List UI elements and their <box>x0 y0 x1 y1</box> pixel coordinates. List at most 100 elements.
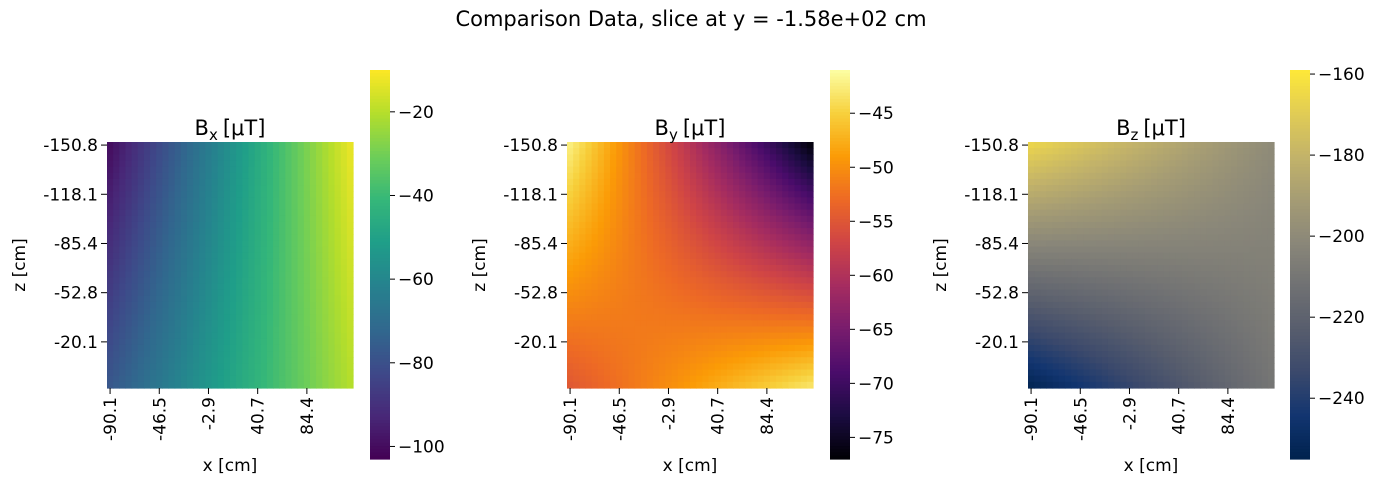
heatmap-cell <box>1120 265 1127 272</box>
heatmap-cell <box>273 351 280 358</box>
heatmap-cell <box>254 295 262 303</box>
heatmap-cell <box>782 215 789 223</box>
heatmap-cell <box>788 301 796 309</box>
heatmap-cell <box>794 277 802 285</box>
colorbar-segment <box>830 202 850 207</box>
heatmap-cell <box>236 221 243 229</box>
heatmap-cell <box>1267 148 1275 155</box>
heatmap-cell <box>137 357 145 364</box>
heatmap-cell <box>714 301 722 309</box>
heatmap-cell <box>205 265 213 272</box>
heatmap-cell <box>1071 209 1078 217</box>
heatmap-cell <box>1151 178 1158 186</box>
heatmap-cell <box>726 234 734 241</box>
heatmap-cell <box>1089 326 1097 334</box>
heatmap-cell <box>720 301 728 309</box>
heatmap-cell <box>193 369 200 377</box>
heatmap-cell <box>1255 221 1263 229</box>
heatmap-cell <box>291 240 299 248</box>
heatmap-cell <box>763 332 771 340</box>
heatmap-cell <box>316 271 323 278</box>
heatmap-cell <box>597 185 605 192</box>
heatmap-cell <box>714 369 722 377</box>
heatmap-cell <box>763 357 771 364</box>
heatmap-cell <box>720 215 728 223</box>
heatmap-cell <box>316 203 323 211</box>
heatmap-cell <box>156 234 163 241</box>
heatmap-cell <box>597 252 605 260</box>
heatmap-cell <box>1169 344 1177 352</box>
heatmap-cell <box>1255 215 1263 223</box>
heatmap-cell <box>653 289 660 297</box>
heatmap-cell <box>733 203 740 211</box>
heatmap-cell <box>603 320 611 328</box>
heatmap-cell <box>168 191 176 198</box>
heatmap-cell <box>1046 271 1054 278</box>
heatmap-cell <box>567 166 574 174</box>
heatmap-cell <box>1034 295 1041 303</box>
heatmap-cell <box>665 221 673 229</box>
heatmap-cell <box>1200 301 1207 309</box>
heatmap-cell <box>260 166 268 174</box>
heatmap-cell <box>769 166 777 174</box>
heatmap-cell <box>1046 191 1054 198</box>
heatmap-cell <box>137 191 145 198</box>
heatmap-cell <box>303 234 311 241</box>
heatmap-cell <box>610 344 617 352</box>
heatmap-cell <box>1169 277 1177 285</box>
heatmap-cell <box>199 215 206 223</box>
heatmap-cell <box>806 246 814 254</box>
heatmap-cell <box>616 320 623 328</box>
heatmap-cell <box>591 351 599 358</box>
heatmap-cell <box>236 381 243 389</box>
heatmap-cell <box>162 178 170 186</box>
heatmap-cell <box>1120 295 1127 303</box>
heatmap-cell <box>205 221 213 229</box>
heatmap-cell <box>1126 326 1134 334</box>
heatmap-cell <box>279 363 286 371</box>
colorbar-segment <box>830 293 850 298</box>
heatmap-cell <box>1261 252 1269 260</box>
heatmap-cell <box>1034 363 1041 371</box>
heatmap-cell <box>1218 301 1226 309</box>
heatmap-cell <box>125 172 133 180</box>
heatmap-cell <box>107 178 114 186</box>
heatmap-cell <box>1187 277 1195 285</box>
heatmap-cell <box>1187 221 1195 229</box>
heatmap-cell <box>1058 252 1066 260</box>
heatmap-cell <box>1132 320 1140 328</box>
heatmap-cell <box>1034 172 1041 180</box>
colorbar-segment <box>370 76 390 81</box>
colorbar-segment <box>370 442 390 447</box>
heatmap-cell <box>776 185 783 192</box>
y-axis-label: z [cm] <box>470 238 490 292</box>
heatmap-cell <box>776 320 783 328</box>
heatmap-cell <box>131 314 139 321</box>
heatmap-cell <box>346 314 354 321</box>
heatmap-cell <box>1175 357 1183 364</box>
heatmap-cell <box>591 320 599 328</box>
heatmap-cell <box>1224 314 1232 321</box>
heatmap-cell <box>143 240 151 248</box>
heatmap-cell <box>610 166 617 174</box>
heatmap-cell <box>806 301 814 309</box>
heatmap-cell <box>788 178 796 186</box>
heatmap-cell <box>782 252 789 260</box>
heatmap-cell <box>622 265 630 272</box>
heatmap-cell <box>248 185 256 192</box>
heatmap-cell <box>1089 221 1097 229</box>
heatmap-cell <box>1181 258 1189 266</box>
heatmap-cell <box>696 351 703 358</box>
heatmap-cell <box>653 142 660 149</box>
heatmap-cell <box>646 203 654 211</box>
heatmap-cell <box>567 320 574 328</box>
heatmap-cell <box>1089 289 1097 297</box>
heatmap-cell <box>659 252 666 260</box>
heatmap-cell <box>291 314 299 321</box>
heatmap-cell <box>162 166 170 174</box>
heatmap-cell <box>236 271 243 278</box>
heatmap-cell <box>1058 363 1066 371</box>
colorbar-segment <box>830 436 850 441</box>
heatmap-cell <box>328 326 336 334</box>
heatmap-cell <box>702 185 710 192</box>
